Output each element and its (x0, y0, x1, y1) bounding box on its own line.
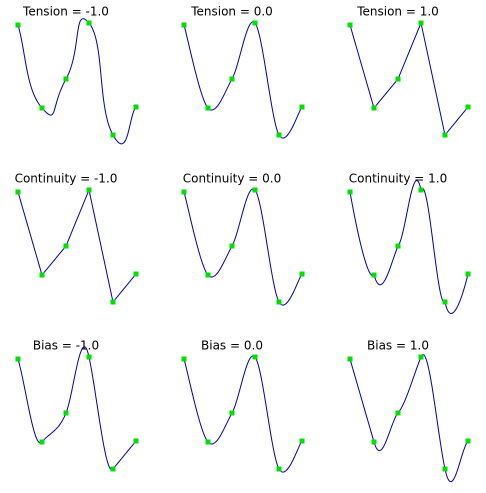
control-point (110, 132, 116, 138)
control-point (395, 243, 401, 249)
spline-curve (17, 18, 137, 145)
control-point (371, 105, 377, 111)
control-point (39, 272, 45, 278)
spline-curve (183, 355, 303, 473)
chart-title: Continuity = 1.0 (349, 172, 447, 186)
control-point (133, 104, 139, 110)
control-point (418, 187, 424, 193)
spline-curve (17, 346, 137, 471)
control-point (39, 105, 45, 111)
control-point (205, 439, 211, 445)
control-point (299, 271, 305, 277)
control-point (15, 22, 21, 28)
control-point (15, 189, 21, 195)
control-point (110, 466, 116, 472)
control-point (63, 410, 69, 416)
control-point (276, 299, 282, 305)
control-point (15, 356, 21, 362)
chart-title: Bias = -1.0 (33, 339, 99, 353)
control-point (442, 132, 448, 138)
control-point (465, 104, 471, 110)
control-point (395, 410, 401, 416)
control-point (276, 466, 282, 472)
spline-curve (183, 188, 303, 306)
control-point (86, 20, 92, 26)
control-point (229, 243, 235, 249)
control-point (371, 439, 377, 445)
chart-title: Tension = -1.0 (22, 5, 109, 19)
control-point (347, 22, 353, 28)
control-point (465, 438, 471, 444)
control-point (39, 439, 45, 445)
control-point (299, 438, 305, 444)
control-point (418, 354, 424, 360)
control-point (347, 189, 353, 195)
control-point (181, 22, 187, 28)
spline-curve (349, 354, 469, 483)
control-point (442, 466, 448, 472)
chart-title: Continuity = 0.0 (183, 172, 281, 186)
chart-title: Tension = 0.0 (190, 5, 273, 19)
control-point (86, 187, 92, 193)
control-point (63, 243, 69, 249)
spline-curve (349, 179, 469, 315)
control-point (229, 410, 235, 416)
spline-curve (17, 188, 137, 304)
control-point (252, 187, 258, 193)
control-point (347, 356, 353, 362)
control-point (418, 20, 424, 26)
spline-curve (183, 21, 303, 139)
control-point (181, 356, 187, 362)
control-point (229, 76, 235, 82)
control-point (442, 299, 448, 305)
control-point (133, 438, 139, 444)
chart-title: Tension = 1.0 (356, 5, 439, 19)
control-point (205, 272, 211, 278)
control-point (63, 76, 69, 82)
control-point (86, 354, 92, 360)
chart-title: Bias = 0.0 (201, 339, 263, 353)
control-point (133, 271, 139, 277)
chart-title: Bias = 1.0 (367, 339, 429, 353)
control-point (252, 20, 258, 26)
control-point (371, 272, 377, 278)
control-point (252, 354, 258, 360)
chart-title: Continuity = -1.0 (15, 172, 118, 186)
control-point (276, 132, 282, 138)
control-point (465, 271, 471, 277)
control-point (299, 104, 305, 110)
spline-curve (349, 21, 469, 137)
control-point (395, 76, 401, 82)
control-point (205, 105, 211, 111)
control-point (110, 299, 116, 305)
control-point (181, 189, 187, 195)
